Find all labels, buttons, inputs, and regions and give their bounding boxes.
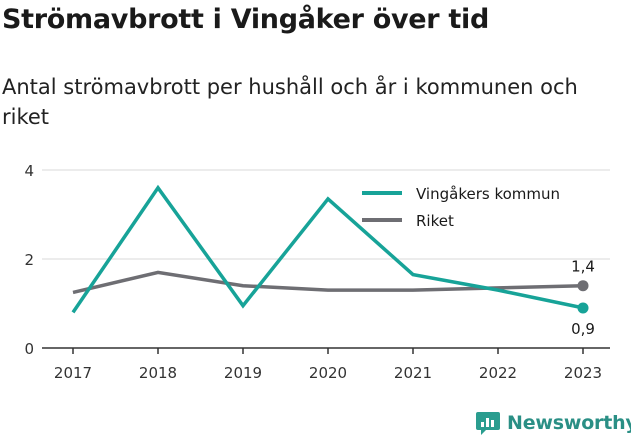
end-value-label: 0,9 [571,320,595,338]
x-tick-label: 2018 [139,364,177,382]
series-end-point-1 [577,280,589,292]
x-tick-label: 2020 [309,364,347,382]
x-tick-label: 2019 [224,364,262,382]
series-line-1 [72,270,584,295]
chart-title: Strömavbrott i Vingåker över tid [2,4,489,35]
newsworthy-logo-icon [476,412,500,435]
y-tick-label: 0 [24,340,34,358]
chart-subtitle: Antal strömavbrott per hushåll och år i … [2,75,578,129]
y-tick-label: 2 [24,251,34,269]
series-line-0 [71,184,584,314]
x-tick-label: 2022 [479,364,517,382]
legend-label: Vingåkers kommun [416,185,560,203]
x-tick-label: 2021 [394,364,432,382]
brand-name: Newsworthy [507,412,631,434]
end-value-label: 1,4 [571,258,595,276]
y-tick-label: 4 [24,162,34,180]
x-tick-label: 2023 [564,364,602,382]
series-end-point-0 [577,302,589,314]
newsworthy-brand: Newsworthy [475,407,631,439]
x-tick-label: 2017 [54,364,92,382]
legend-label: Riket [416,212,454,230]
